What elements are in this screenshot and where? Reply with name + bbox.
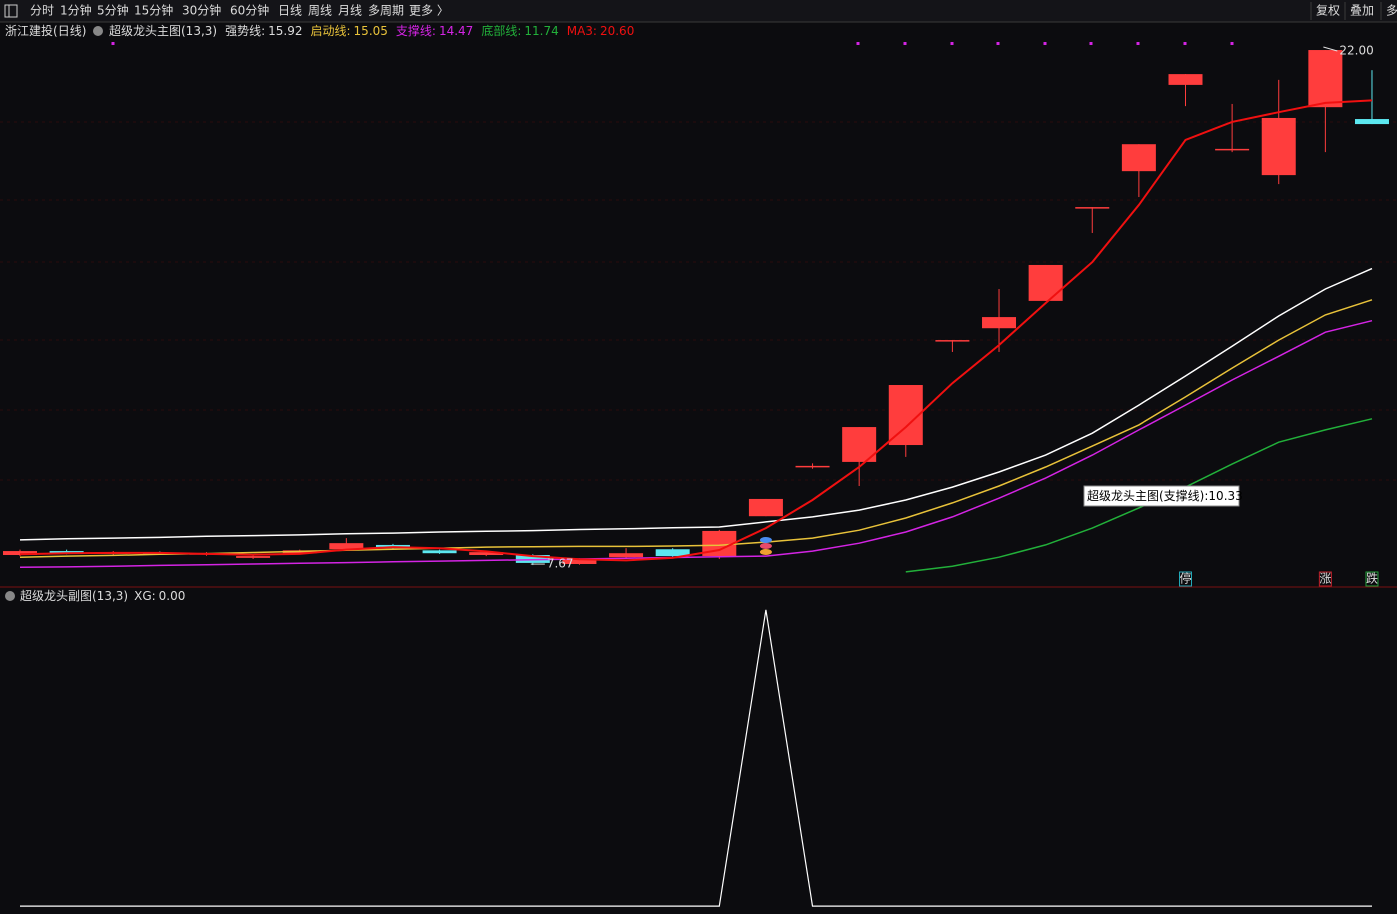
signal-dot [111, 42, 115, 45]
candle-body [329, 543, 364, 550]
signal-box [1318, 571, 1332, 587]
sub-header: 超级龙头副图(13,3) XG: 0.00 [20, 588, 185, 603]
candle-body [935, 340, 970, 342]
toolbar-button[interactable]: 多 [1386, 4, 1397, 18]
main-plot [0, 42, 1397, 573]
legend-value: 20.60 [600, 24, 634, 38]
tooltip-box [1083, 485, 1240, 507]
period-tab[interactable]: 多周期 [368, 4, 404, 18]
candle-body [1354, 119, 1389, 125]
period-tab[interactable]: 周线 [308, 4, 332, 18]
collapse-icon[interactable] [5, 591, 15, 601]
legend-name: 强势线: [225, 24, 265, 38]
signal-dot [996, 42, 1000, 45]
candle-body [888, 385, 923, 446]
toolbar [0, 0, 1397, 22]
sub-legend-name: XG: [134, 589, 156, 603]
sub-legend-value: 0.00 [159, 589, 186, 603]
collapse-icon[interactable] [93, 26, 103, 36]
candle-body [3, 551, 37, 556]
candle-body [1168, 74, 1203, 85]
menu-icon[interactable] [4, 4, 18, 18]
tooltip-value: 10.33 [1208, 489, 1242, 503]
signal-text: 涨 [1319, 571, 1331, 586]
candle-body [1121, 144, 1156, 172]
signal-box [1179, 571, 1192, 587]
stock-name: 浙江建投 [5, 23, 53, 38]
signal-text: 跌 [1366, 571, 1378, 586]
high-price-label: 22.00 [1339, 44, 1373, 58]
period-tab[interactable]: 5分钟 [97, 3, 129, 18]
signal-text: 停 [1179, 571, 1191, 586]
indicator-line [19, 319, 1373, 568]
period-tab[interactable]: 15分钟 [134, 3, 173, 18]
period-tab[interactable]: 更多 〉 [409, 4, 449, 18]
candle-body [236, 556, 271, 558]
indicator-line [19, 267, 1373, 541]
tooltip-text: 超级龙头主图(支撑线):10.33 [1087, 488, 1243, 503]
candle-body [1075, 207, 1110, 209]
signal-dot [1043, 42, 1047, 45]
candle-body [655, 549, 690, 557]
period-tab[interactable]: 日线 [278, 4, 302, 18]
sub-indicator-name: 超级龙头副图(13,3) [20, 588, 128, 603]
indicator-name: 超级龙头主图(13,3) [109, 23, 217, 38]
signal-dot [856, 42, 860, 45]
buy-marker [759, 549, 772, 555]
candle-body [982, 317, 1017, 329]
overlay: 22.00 7.67 停 涨 跌 超级龙头主图(支撑线):10.33 [530, 44, 1379, 587]
indicator-line [19, 299, 1373, 558]
signal-dot [1136, 42, 1140, 45]
legend-value: 15.05 [354, 24, 388, 38]
indicator-line [905, 418, 1373, 573]
signal-box [1365, 571, 1379, 587]
period: (日线) [53, 24, 86, 38]
candle-body [49, 551, 84, 554]
legend-value: 14.47 [439, 24, 473, 38]
toolbar-button[interactable]: 复权 [1316, 4, 1340, 18]
legend-name: 支撑线: [396, 23, 436, 38]
candle-body [1028, 264, 1063, 301]
indicator-line [19, 99, 1373, 562]
low-price-label: 7.67 [547, 557, 574, 571]
xg-line [20, 609, 1372, 907]
candle-body [1261, 117, 1296, 176]
tooltip-label: 超级龙头主图(支撑线): [1087, 488, 1208, 503]
candle-body [609, 553, 644, 558]
candle-body [795, 465, 830, 468]
high-arrow [1323, 46, 1338, 52]
period-tab[interactable]: 30分钟 [182, 3, 221, 18]
signal-dot [903, 42, 907, 45]
signal-dot [1230, 42, 1234, 45]
buy-marker [759, 537, 772, 543]
signal-dot [950, 42, 954, 45]
candle-body [562, 558, 597, 564]
candle-body [1215, 148, 1250, 151]
candle-body [1308, 50, 1343, 108]
buy-marker [759, 543, 772, 549]
period-tab[interactable]: 分时 [30, 4, 54, 18]
legend-value: 11.74 [524, 24, 558, 38]
candle-body [748, 498, 783, 517]
legend-name: 底部线: [481, 23, 521, 38]
period-tab[interactable]: 60分钟 [230, 3, 269, 18]
candle-body [469, 552, 504, 556]
signal-dot [1089, 42, 1093, 45]
candle-body [422, 550, 457, 554]
toolbar-button[interactable]: 叠加 [1350, 4, 1374, 18]
period-tab[interactable]: 1分钟 [60, 3, 92, 18]
legend-name: 启动线: [311, 24, 351, 38]
legend-name: MA3: [567, 24, 597, 38]
legend-value: 15.92 [268, 24, 302, 38]
main-header: 浙江建投(日线) [5, 23, 86, 38]
period-tab[interactable]: 月线 [338, 4, 362, 18]
sub-plot [20, 609, 1372, 907]
indicator-header: 超级龙头主图(13,3) 强势线: 15.92 启动线: 15.05 支撑线: 14.47 底… [109, 23, 634, 38]
signal-dot [1183, 42, 1187, 45]
